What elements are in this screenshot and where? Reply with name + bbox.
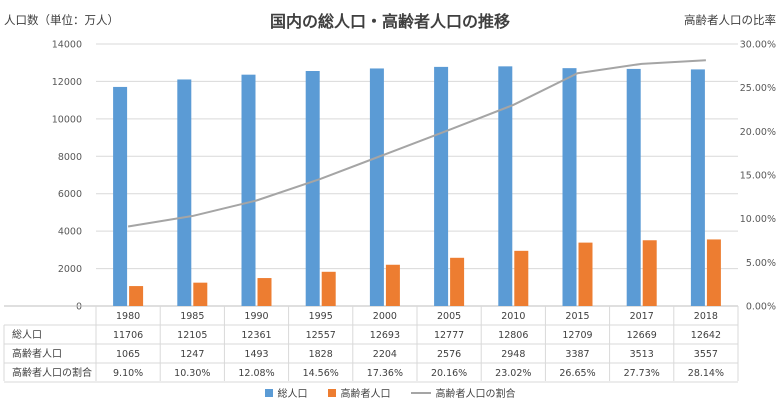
table-row-header: 高齢者人口の割合 — [12, 366, 92, 379]
data-label: 12669 — [627, 330, 657, 341]
y-tick-label: 6000 — [58, 189, 82, 200]
x-tick-label: 2015 — [565, 311, 589, 322]
bar-elderly-population — [193, 282, 208, 306]
chart-title: 国内の総人口・高齢者人口の推移 — [269, 12, 510, 31]
y-tick-label: 14000 — [52, 40, 82, 51]
legend-item-ratio: 高齢者人口の割合 — [410, 385, 516, 400]
data-label: 20.16% — [431, 368, 467, 379]
left-axis-title: 人口数（単位：万人） — [4, 13, 119, 27]
data-label: 17.36% — [367, 368, 403, 379]
bar-elderly-population — [578, 242, 593, 306]
bar-total-population — [690, 69, 705, 306]
y2-tick-label: 15.00% — [740, 171, 776, 182]
data-label: 2576 — [437, 349, 461, 360]
data-label: 12693 — [370, 330, 400, 341]
y2-tick-label: 0.00% — [746, 302, 776, 313]
data-label: 1828 — [309, 349, 333, 360]
y2-tick-label: 25.00% — [740, 83, 776, 94]
data-label: 12361 — [241, 330, 271, 341]
x-tick-label: 1995 — [309, 311, 333, 322]
table-row-header: 高齢者人口 — [12, 347, 62, 360]
data-label: 9.10% — [113, 368, 143, 379]
legend: 総人口 高齢者人口 高齢者人口の割合 — [0, 385, 780, 400]
right-axis-title: 高齢者人口の比率 — [684, 13, 776, 27]
legend-swatch-elderly — [327, 388, 336, 397]
x-tick-label: 2010 — [501, 311, 525, 322]
x-tick-label: 2005 — [437, 311, 461, 322]
legend-label-ratio: 高齢者人口の割合 — [435, 389, 516, 400]
bar-total-population — [241, 74, 256, 306]
y2-tick-label: 5.00% — [746, 258, 776, 269]
legend-swatch-total — [264, 388, 273, 397]
x-tick-label: 1990 — [244, 311, 268, 322]
bar-elderly-population — [321, 271, 336, 306]
legend-item-total: 総人口 — [264, 385, 308, 400]
x-tick-label: 1980 — [116, 311, 140, 322]
bar-elderly-population — [514, 250, 529, 306]
bar-elderly-population — [129, 286, 144, 306]
y-tick-label: 8000 — [58, 152, 82, 163]
bar-total-population — [562, 68, 577, 306]
legend-label-total: 総人口 — [277, 389, 308, 400]
data-label: 1493 — [244, 349, 268, 360]
x-tick-label: 2017 — [630, 311, 654, 322]
y-tick-label: 2000 — [58, 264, 82, 275]
bar-elderly-population — [642, 240, 657, 306]
bar-elderly-population — [385, 264, 400, 306]
bar-total-population — [626, 68, 641, 306]
bar-total-population — [177, 79, 192, 307]
data-label: 2204 — [373, 349, 397, 360]
data-label: 12806 — [498, 330, 528, 341]
x-tick-label: 1985 — [180, 311, 204, 322]
data-label: 10.30% — [174, 368, 210, 379]
data-label: 3513 — [630, 349, 654, 360]
legend-label-elderly: 高齢者人口 — [340, 389, 391, 400]
data-label: 3387 — [565, 349, 589, 360]
data-label: 12557 — [306, 330, 336, 341]
data-label: 2948 — [501, 349, 525, 360]
y-tick-label: 10000 — [52, 114, 82, 125]
data-label: 1065 — [116, 349, 140, 360]
data-label: 12.08% — [238, 368, 274, 379]
data-label: 3557 — [694, 349, 718, 360]
line-elderly-ratio — [127, 59, 706, 228]
data-label: 11706 — [113, 330, 143, 341]
bar-elderly-population — [450, 257, 465, 306]
bar-total-population — [305, 71, 320, 306]
bar-total-population — [369, 68, 384, 307]
bar-elderly-population — [257, 278, 272, 306]
data-label: 14.56% — [303, 368, 339, 379]
table-row-header: 総人口 — [12, 328, 42, 341]
data-label: 12709 — [562, 330, 592, 341]
x-tick-label: 2018 — [694, 311, 718, 322]
y-tick-label: 4000 — [58, 227, 82, 238]
data-label: 12642 — [691, 330, 721, 341]
bar-elderly-population — [706, 239, 721, 306]
data-label: 12105 — [177, 330, 207, 341]
data-label: 26.65% — [559, 368, 595, 379]
y2-tick-label: 20.00% — [740, 127, 776, 138]
x-tick-label: 2000 — [373, 311, 397, 322]
y2-tick-label: 10.00% — [740, 214, 776, 225]
data-label: 1247 — [180, 349, 204, 360]
data-label: 28.14% — [688, 368, 724, 379]
bar-total-population — [113, 86, 128, 306]
legend-swatch-ratio — [410, 391, 431, 394]
y-tick-label: 0 — [76, 302, 82, 313]
y-tick-label: 12000 — [52, 77, 82, 88]
y2-tick-label: 30.00% — [740, 40, 776, 51]
bar-total-population — [434, 66, 449, 306]
legend-item-elderly: 高齢者人口 — [327, 385, 391, 400]
data-label: 23.02% — [495, 368, 531, 379]
bar-total-population — [498, 66, 513, 307]
data-label: 27.73% — [624, 368, 660, 379]
data-label: 12777 — [434, 330, 464, 341]
